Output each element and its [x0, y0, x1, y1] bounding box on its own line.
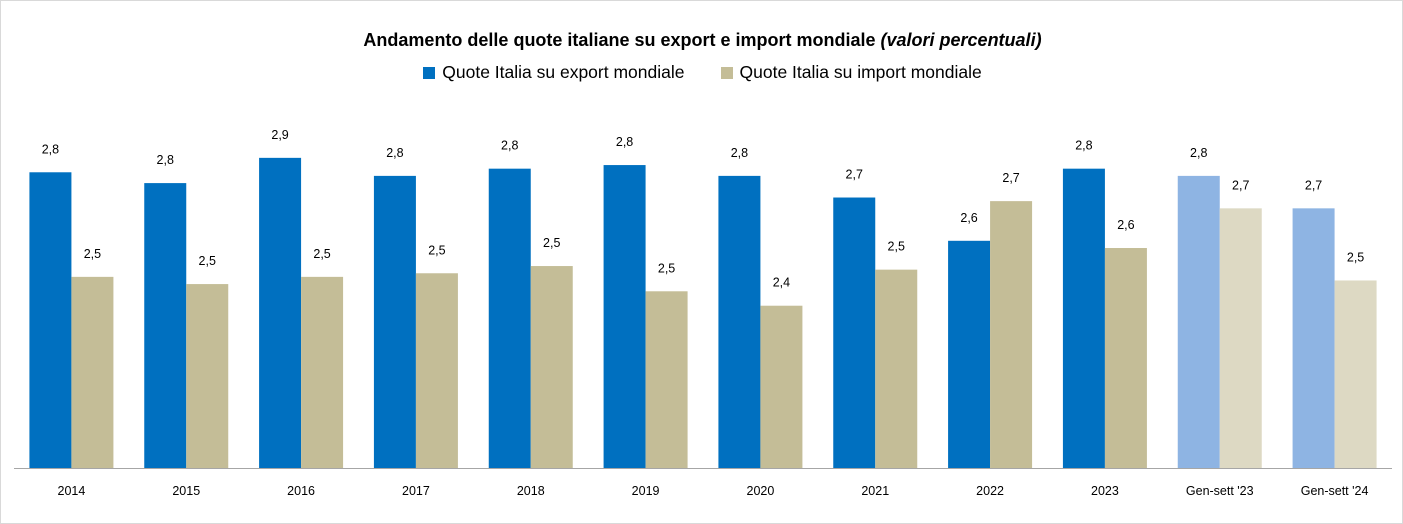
data-label-import-3: 2,5 [428, 243, 445, 257]
bar-import-5 [645, 291, 688, 468]
chart-title: Andamento delle quote italiane su export… [1, 30, 1403, 51]
bar-export-1 [144, 183, 187, 468]
x-tick-label-4: 2018 [517, 484, 545, 498]
legend-item-import: Quote Italia su import mondiale [720, 62, 982, 83]
data-label-export-7: 2,7 [846, 168, 863, 182]
chart-legend: Quote Italia su export mondiale Quote It… [1, 62, 1403, 83]
data-label-export-11: 2,7 [1305, 178, 1322, 192]
legend-swatch-import [720, 66, 733, 79]
bar-import-8 [990, 201, 1033, 468]
data-label-import-6: 2,4 [773, 276, 790, 290]
bar-import-10 [1219, 208, 1262, 468]
data-label-import-7: 2,5 [888, 240, 905, 254]
legend-label-export: Quote Italia su export mondiale [442, 62, 685, 82]
x-tick-label-7: 2021 [861, 484, 889, 498]
data-label-export-6: 2,8 [731, 146, 748, 160]
data-label-export-8: 2,6 [960, 211, 977, 225]
bar-import-11 [1334, 280, 1377, 468]
x-tick-label-8: 2022 [976, 484, 1004, 498]
legend-swatch-export [423, 66, 436, 79]
bar-export-6 [718, 175, 761, 468]
x-tick-label-9: 2023 [1091, 484, 1119, 498]
x-tick-label-1: 2015 [172, 484, 200, 498]
legend-item-export: Quote Italia su export mondiale [423, 62, 685, 83]
bar-import-1 [186, 284, 229, 468]
data-label-import-1: 2,5 [199, 254, 216, 268]
bar-import-4 [530, 266, 573, 468]
bar-export-0 [29, 172, 72, 468]
x-tick-label-0: 2014 [58, 484, 86, 498]
data-label-import-8: 2,7 [1002, 171, 1019, 185]
bar-import-2 [301, 276, 344, 468]
x-tick-label-6: 2020 [747, 484, 775, 498]
data-label-export-2: 2,9 [271, 128, 288, 142]
data-label-export-10: 2,8 [1190, 146, 1207, 160]
data-label-export-4: 2,8 [501, 139, 518, 153]
data-label-import-4: 2,5 [543, 236, 560, 250]
bar-export-11 [1292, 208, 1335, 468]
bar-export-2 [259, 157, 302, 468]
data-label-import-2: 2,5 [313, 247, 330, 261]
bar-export-5 [603, 165, 646, 468]
bar-import-7 [875, 269, 918, 468]
x-tick-label-3: 2017 [402, 484, 430, 498]
bar-import-6 [760, 305, 803, 468]
x-tick-label-2: 2016 [287, 484, 315, 498]
bar-export-7 [833, 197, 876, 468]
data-label-import-5: 2,5 [658, 261, 675, 275]
data-label-import-0: 2,5 [84, 247, 101, 261]
x-tick-label-5: 2019 [632, 484, 660, 498]
bar-export-8 [948, 240, 991, 468]
bar-export-9 [1062, 168, 1105, 468]
data-label-export-0: 2,8 [42, 142, 59, 156]
data-label-export-5: 2,8 [616, 135, 633, 149]
bar-import-3 [415, 273, 458, 468]
x-tick-label-11: Gen-sett '24 [1301, 484, 1369, 498]
bar-export-4 [488, 168, 531, 468]
data-label-import-9: 2,6 [1117, 218, 1134, 232]
data-label-export-9: 2,8 [1075, 139, 1092, 153]
data-label-import-10: 2,7 [1232, 178, 1249, 192]
chart-title-main: Andamento delle quote italiane su export… [363, 30, 876, 50]
data-label-export-1: 2,8 [157, 153, 174, 167]
data-label-import-11: 2,5 [1347, 250, 1364, 264]
data-label-export-3: 2,8 [386, 146, 403, 160]
x-tick-label-10: Gen-sett '23 [1186, 484, 1254, 498]
legend-label-import: Quote Italia su import mondiale [739, 62, 982, 82]
bar-import-9 [1104, 248, 1147, 468]
bar-export-10 [1177, 175, 1220, 468]
bar-export-3 [373, 175, 416, 468]
chart-title-subtitle: (valori percentuali) [880, 30, 1042, 50]
bar-import-0 [71, 276, 114, 468]
